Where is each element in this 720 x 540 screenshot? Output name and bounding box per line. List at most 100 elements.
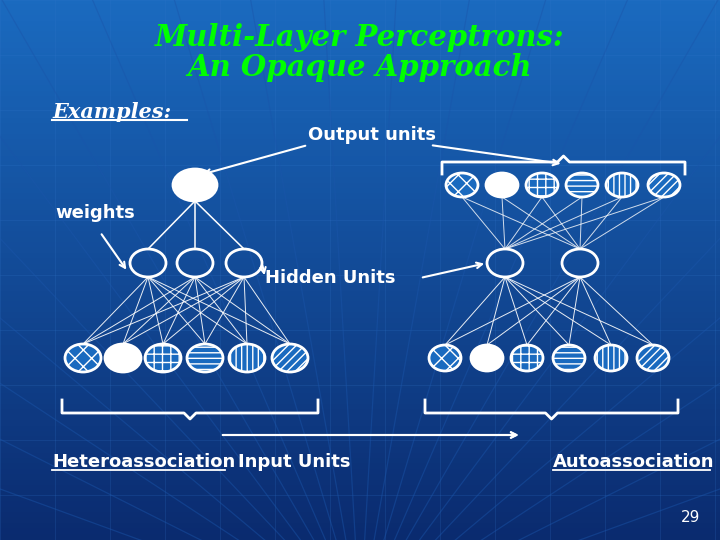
Bar [0,373,720,378]
Ellipse shape [648,173,680,197]
Ellipse shape [526,173,558,197]
Bar [0,146,720,151]
Bar [0,259,720,265]
Bar [0,119,720,124]
Bar [0,340,720,346]
Bar [0,216,720,221]
Bar [0,297,720,302]
Bar [0,11,720,16]
Bar [0,270,720,275]
Bar [0,108,720,113]
Bar [0,140,720,146]
Bar [0,286,720,292]
Bar [0,324,720,329]
Bar [0,254,720,259]
Bar [0,211,720,216]
Bar [0,524,720,529]
Bar [0,410,720,416]
Ellipse shape [566,173,598,197]
Bar [0,508,720,513]
Ellipse shape [105,344,141,372]
Bar [0,292,720,297]
Bar [0,335,720,340]
Bar [0,362,720,367]
Bar [0,275,720,281]
Bar [0,16,720,22]
Bar [0,459,720,464]
Bar [0,416,720,421]
Bar [0,356,720,362]
Bar [0,49,720,54]
Bar [0,54,720,59]
Bar [0,491,720,497]
Bar [0,173,720,178]
Bar [0,43,720,49]
Bar [0,0,720,5]
Ellipse shape [145,344,181,372]
Bar [0,157,720,162]
Bar [0,529,720,535]
Text: Multi-Layer Perceptrons:: Multi-Layer Perceptrons: [156,24,564,52]
Bar [0,32,720,38]
Bar [0,5,720,11]
Ellipse shape [173,169,217,201]
Bar [0,59,720,65]
Text: Heteroassociation: Heteroassociation [52,453,235,471]
Bar [0,394,720,400]
Ellipse shape [187,344,223,372]
Text: Autoassociation: Autoassociation [553,453,714,471]
Text: An Opaque Approach: An Opaque Approach [188,53,532,83]
Bar [0,221,720,227]
Bar [0,65,720,70]
Bar [0,421,720,427]
Bar [0,22,720,27]
Text: Examples:: Examples: [52,102,171,122]
Bar [0,475,720,481]
Ellipse shape [511,345,543,371]
Bar [0,248,720,254]
Bar [0,27,720,32]
Text: Hidden Units: Hidden Units [265,269,395,287]
Bar [0,38,720,43]
Bar [0,481,720,486]
Ellipse shape [429,345,461,371]
Bar [0,178,720,184]
Bar [0,76,720,81]
Bar [0,400,720,405]
Bar [0,454,720,459]
Ellipse shape [65,344,101,372]
Bar [0,189,720,194]
Bar [0,513,720,518]
Bar [0,464,720,470]
Bar [0,427,720,432]
Ellipse shape [606,173,638,197]
Bar [0,497,720,502]
Ellipse shape [446,173,478,197]
Bar [0,281,720,286]
Bar [0,167,720,173]
Ellipse shape [272,344,308,372]
Bar [0,227,720,232]
Bar [0,319,720,324]
Bar [0,92,720,97]
Bar [0,70,720,76]
Bar [0,184,720,189]
Bar [0,86,720,92]
Text: Output units: Output units [308,126,436,144]
Text: 29: 29 [680,510,700,525]
Bar [0,308,720,313]
Bar [0,378,720,383]
Ellipse shape [486,173,518,197]
Bar [0,238,720,243]
Bar [0,405,720,410]
Bar [0,151,720,157]
Bar [0,97,720,103]
Bar [0,124,720,130]
Bar [0,162,720,167]
Bar [0,437,720,443]
Bar [0,302,720,308]
Bar [0,135,720,140]
Bar [0,313,720,319]
Bar [0,367,720,373]
Bar [0,389,720,394]
